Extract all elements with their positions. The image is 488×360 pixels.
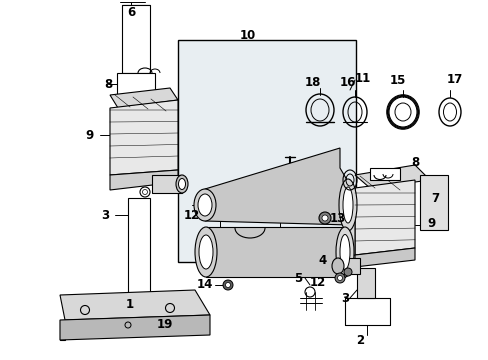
Bar xyxy=(337,258,359,274)
Polygon shape xyxy=(354,165,429,188)
Ellipse shape xyxy=(199,235,213,269)
Polygon shape xyxy=(345,188,354,258)
Text: 3: 3 xyxy=(101,208,109,221)
Text: 9: 9 xyxy=(86,129,94,141)
Text: 6: 6 xyxy=(126,5,135,18)
Text: 2: 2 xyxy=(355,333,364,346)
Bar xyxy=(117,73,155,95)
Text: 15: 15 xyxy=(389,73,406,86)
Text: 9: 9 xyxy=(427,216,435,230)
Text: 13: 13 xyxy=(329,212,346,225)
Polygon shape xyxy=(60,290,209,320)
Polygon shape xyxy=(354,180,414,255)
Text: 8: 8 xyxy=(410,156,418,168)
Text: 10: 10 xyxy=(240,28,256,41)
Text: 8: 8 xyxy=(103,77,112,90)
Ellipse shape xyxy=(338,179,356,231)
Polygon shape xyxy=(110,170,178,190)
Polygon shape xyxy=(354,248,414,267)
Circle shape xyxy=(223,280,232,290)
Text: 12: 12 xyxy=(183,208,200,221)
Bar xyxy=(128,198,150,298)
Ellipse shape xyxy=(342,187,352,223)
Bar xyxy=(356,268,374,298)
Polygon shape xyxy=(60,315,209,340)
Bar xyxy=(419,175,447,230)
Text: 19: 19 xyxy=(157,319,173,332)
Circle shape xyxy=(343,268,351,276)
Text: 4: 4 xyxy=(318,253,326,266)
Polygon shape xyxy=(110,108,118,175)
Text: 7: 7 xyxy=(430,192,438,204)
Ellipse shape xyxy=(339,234,349,270)
Polygon shape xyxy=(60,320,65,340)
Ellipse shape xyxy=(198,194,212,216)
Text: 16: 16 xyxy=(339,76,355,89)
Polygon shape xyxy=(110,88,178,108)
Text: 17: 17 xyxy=(446,72,462,86)
Ellipse shape xyxy=(194,189,216,221)
Text: 18: 18 xyxy=(304,76,321,89)
Ellipse shape xyxy=(195,227,217,277)
Text: 14: 14 xyxy=(196,279,213,292)
Circle shape xyxy=(318,212,330,224)
Text: 5: 5 xyxy=(293,271,302,284)
Text: 12: 12 xyxy=(309,275,325,288)
Ellipse shape xyxy=(178,179,185,189)
Circle shape xyxy=(225,283,230,288)
Polygon shape xyxy=(204,148,349,225)
Bar xyxy=(178,40,355,262)
Circle shape xyxy=(334,273,345,283)
Ellipse shape xyxy=(331,258,343,274)
Circle shape xyxy=(321,215,327,221)
Text: 1: 1 xyxy=(126,298,134,311)
Bar xyxy=(122,5,150,73)
Polygon shape xyxy=(205,227,345,277)
Ellipse shape xyxy=(176,175,187,193)
Ellipse shape xyxy=(335,227,353,277)
Circle shape xyxy=(337,275,342,280)
Text: 11: 11 xyxy=(354,72,370,85)
Text: 3: 3 xyxy=(340,292,348,305)
Polygon shape xyxy=(110,100,178,175)
Bar xyxy=(369,168,399,180)
Bar xyxy=(152,175,182,193)
